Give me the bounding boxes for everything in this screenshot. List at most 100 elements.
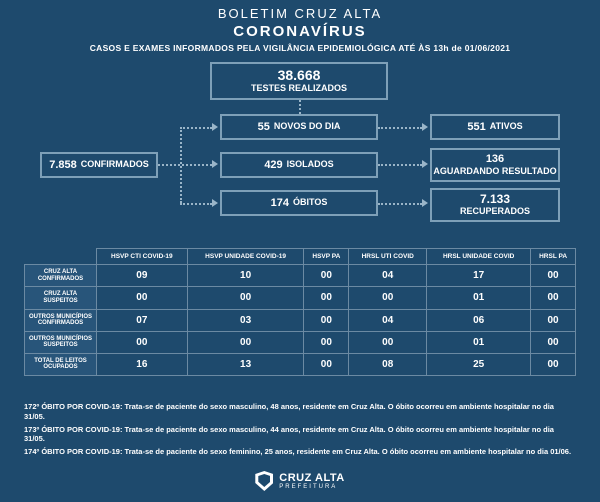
cell: 09	[97, 265, 188, 287]
cell: 00	[349, 331, 427, 353]
footer: CRUZ ALTA PREFEITURA	[0, 471, 600, 496]
col-h: HRSL UNIDADE COVID	[427, 249, 531, 265]
cell: 00	[531, 265, 576, 287]
active-value: 551	[467, 122, 485, 133]
cell: 00	[304, 265, 349, 287]
cell: 00	[349, 287, 427, 309]
connector	[180, 127, 212, 129]
box-isolated: 429 ISOLADOS	[220, 152, 378, 178]
row-head: OUTROS MUNICÍPIOS SUSPEITOS	[25, 331, 97, 353]
recovered-label: RECUPERADOS	[460, 207, 530, 217]
note-1: 172º ÓBITO POR COVID-19: Trata-se de pac…	[24, 402, 576, 422]
box-confirmed: 7.858 CONFIRMADOS	[40, 152, 158, 178]
isolated-label: ISOLADOS	[287, 160, 334, 170]
cell: 00	[97, 287, 188, 309]
table-row: TOTAL DE LEITOS OCUPADOS 16 13 00 08 25 …	[25, 353, 576, 375]
subtitle: CASOS E EXAMES INFORMADOS PELA VIGILÂNCI…	[0, 43, 600, 53]
cell: 01	[427, 287, 531, 309]
box-awaiting: 136 AGUARDANDO RESULTADO	[430, 148, 560, 182]
deaths-value: 174	[271, 198, 289, 209]
cell: 04	[349, 309, 427, 331]
box-active: 551 ATIVOS	[430, 114, 560, 140]
cell: 00	[531, 331, 576, 353]
table-body: CRUZ ALTA CONFIRMADOS 09 10 00 04 17 00 …	[25, 265, 576, 376]
cell: 16	[97, 353, 188, 375]
cell: 00	[531, 353, 576, 375]
cell: 00	[97, 331, 188, 353]
cell: 13	[187, 353, 304, 375]
note-2: 173º ÓBITO POR COVID-19: Trata-se de pac…	[24, 425, 576, 445]
table-row: CRUZ ALTA CONFIRMADOS 09 10 00 04 17 00	[25, 265, 576, 287]
arrow-icon	[212, 199, 218, 207]
cell: 04	[349, 265, 427, 287]
cell: 07	[97, 309, 188, 331]
arrow-icon	[422, 199, 428, 207]
cell: 00	[304, 309, 349, 331]
title-2: CORONAVÍRUS	[0, 23, 600, 40]
connector	[378, 127, 422, 129]
awaiting-label: AGUARDANDO RESULTADO	[433, 167, 556, 177]
death-notes: 172º ÓBITO POR COVID-19: Trata-se de pac…	[24, 402, 576, 460]
cell: 01	[427, 331, 531, 353]
city-logo: CRUZ ALTA PREFEITURA	[255, 471, 344, 491]
cell: 00	[531, 287, 576, 309]
col-h: HSVP UNIDADE COVID-19	[187, 249, 304, 265]
cell: 00	[187, 331, 304, 353]
active-label: ATIVOS	[490, 122, 523, 132]
connector	[180, 203, 212, 205]
cell: 00	[304, 331, 349, 353]
connector	[299, 100, 301, 114]
table-header-blank	[25, 249, 97, 265]
row-head: TOTAL DE LEITOS OCUPADOS	[25, 353, 97, 375]
table-row: CRUZ ALTA SUSPEITOS 00 00 00 00 01 00	[25, 287, 576, 309]
arrow-icon	[212, 160, 218, 168]
new-value: 55	[258, 122, 270, 133]
row-head: OUTROS MUNICÍPIOS CONFIRMADOS	[25, 309, 97, 331]
note-3: 174º ÓBITO POR COVID-19: Trata-se de pac…	[24, 447, 576, 457]
bulletin-canvas: BOLETIM CRUZ ALTA CORONAVÍRUS CASOS E EX…	[0, 0, 600, 502]
recovered-value: 7.133	[480, 193, 510, 205]
cell: 08	[349, 353, 427, 375]
connector	[180, 127, 182, 203]
logo-text: CRUZ ALTA PREFEITURA	[279, 473, 344, 490]
col-h: HSVP CTI COVID-19	[97, 249, 188, 265]
confirmed-label: CONFIRMADOS	[81, 160, 149, 170]
new-label: NOVOS DO DIA	[274, 122, 341, 132]
tests-value: 38.668	[278, 68, 321, 82]
cell: 25	[427, 353, 531, 375]
box-new: 55 NOVOS DO DIA	[220, 114, 378, 140]
connector	[378, 164, 422, 166]
city-name: CRUZ ALTA	[279, 473, 344, 484]
tests-label: TESTES REALIZADOS	[251, 84, 347, 94]
cell: 00	[531, 309, 576, 331]
table-row: OUTROS MUNICÍPIOS CONFIRMADOS 07 03 00 0…	[25, 309, 576, 331]
box-recovered: 7.133 RECUPERADOS	[430, 188, 560, 222]
beds-table: HSVP CTI COVID-19 HSVP UNIDADE COVID-19 …	[24, 248, 576, 376]
confirmed-value: 7.858	[49, 160, 77, 171]
connector	[378, 203, 422, 205]
title-1: BOLETIM CRUZ ALTA	[0, 6, 600, 21]
table-row: OUTROS MUNICÍPIOS SUSPEITOS 00 00 00 00 …	[25, 331, 576, 353]
cell: 17	[427, 265, 531, 287]
cell: 00	[304, 353, 349, 375]
cell: 06	[427, 309, 531, 331]
connector	[158, 164, 212, 166]
deaths-label: ÓBITOS	[293, 198, 327, 208]
arrow-icon	[212, 123, 218, 131]
header: BOLETIM CRUZ ALTA CORONAVÍRUS CASOS E EX…	[0, 0, 600, 53]
isolated-value: 429	[264, 160, 282, 171]
table-header-row: HSVP CTI COVID-19 HSVP UNIDADE COVID-19 …	[25, 249, 576, 265]
cell: 03	[187, 309, 304, 331]
arrow-icon	[422, 160, 428, 168]
cell: 00	[187, 287, 304, 309]
awaiting-value: 136	[486, 154, 504, 165]
row-head: CRUZ ALTA SUSPEITOS	[25, 287, 97, 309]
box-deaths: 174 ÓBITOS	[220, 190, 378, 216]
row-head: CRUZ ALTA CONFIRMADOS	[25, 265, 97, 287]
box-tests: 38.668 TESTES REALIZADOS	[210, 62, 388, 100]
col-h: HRSL PA	[531, 249, 576, 265]
prefeitura-label: PREFEITURA	[279, 484, 344, 490]
arrow-icon	[422, 123, 428, 131]
cell: 10	[187, 265, 304, 287]
col-h: HSVP PA	[304, 249, 349, 265]
